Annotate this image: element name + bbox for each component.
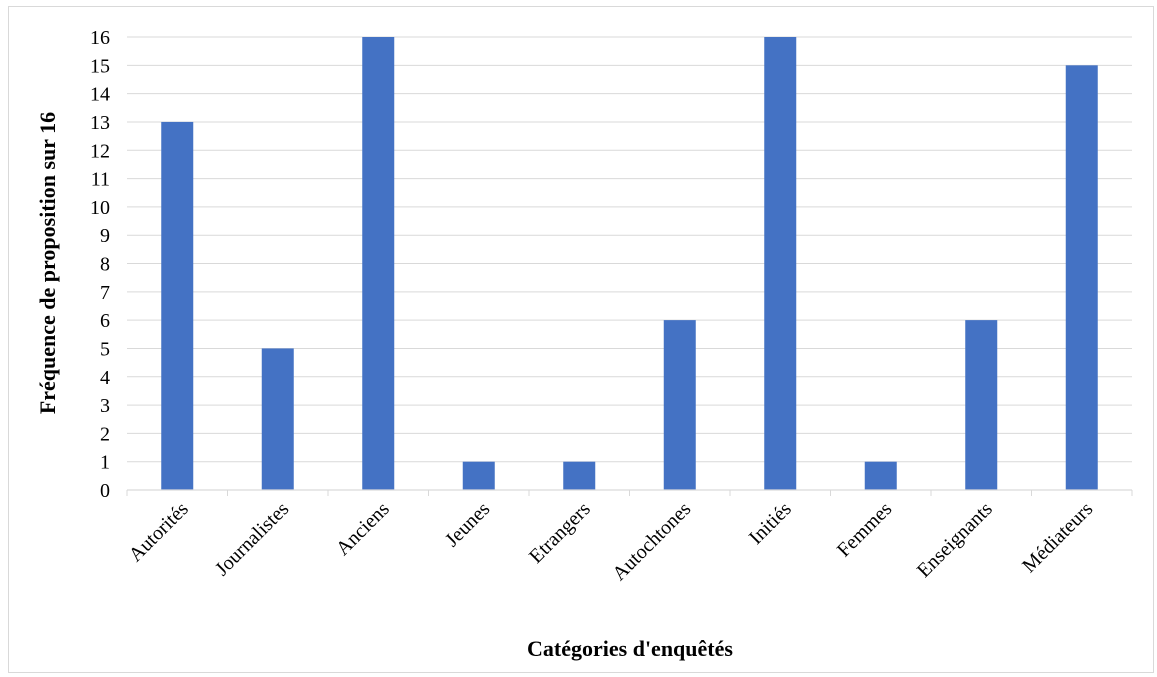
bar bbox=[965, 320, 998, 490]
y-tick-label: 16 bbox=[90, 27, 110, 49]
y-tick-label: 9 bbox=[100, 225, 110, 247]
x-tick-label: Jeunes bbox=[441, 498, 494, 551]
bars bbox=[161, 37, 1098, 490]
chart-frame bbox=[8, 6, 1154, 673]
x-tick-label: Journalistes bbox=[211, 498, 293, 580]
x-tick-label: Médiateurs bbox=[1018, 498, 1097, 577]
x-tick-label: Autorités bbox=[125, 498, 193, 566]
x-tick-label: Anciens bbox=[332, 498, 394, 560]
x-tick-label: Femmes bbox=[833, 498, 897, 562]
y-tick-label: 8 bbox=[100, 254, 110, 276]
bar bbox=[764, 37, 797, 490]
bar bbox=[462, 461, 495, 490]
y-tick-label: 10 bbox=[90, 197, 110, 219]
y-tick-label: 11 bbox=[91, 169, 110, 191]
x-tick-label: Enseignants bbox=[913, 498, 997, 582]
y-axis-title: Fréquence de proposition sur 16 bbox=[35, 112, 60, 414]
y-tick-label: 3 bbox=[100, 395, 110, 417]
bar bbox=[261, 348, 294, 490]
bar bbox=[563, 461, 596, 490]
y-tick-label: 5 bbox=[100, 338, 110, 360]
x-axis bbox=[126, 489, 1133, 496]
x-tick-label: Initiés bbox=[745, 498, 796, 549]
y-tick-label: 13 bbox=[90, 112, 110, 134]
y-tick-label: 15 bbox=[90, 55, 110, 77]
bar bbox=[1065, 65, 1098, 490]
y-tick-label: 14 bbox=[90, 84, 110, 106]
x-axis-title: Catégories d'enquêtés bbox=[527, 636, 733, 661]
x-tick-labels: Autorités Journalistes Anciens Jeunes Etrang… bbox=[125, 498, 1098, 585]
y-tick-label: 1 bbox=[100, 452, 110, 474]
y-tick-label: 7 bbox=[100, 282, 110, 304]
y-tick-label: 6 bbox=[100, 310, 110, 332]
y-tick-label: 0 bbox=[100, 480, 110, 502]
gridlines bbox=[127, 36, 1132, 463]
bar bbox=[663, 320, 696, 490]
y-tick-label: 4 bbox=[100, 367, 110, 389]
bar bbox=[161, 121, 194, 490]
y-tick-label: 12 bbox=[90, 140, 110, 162]
x-tick-label: Autochtones bbox=[608, 498, 695, 585]
x-tick-label: Etrangers bbox=[525, 498, 595, 568]
bar bbox=[362, 37, 395, 490]
y-tick-label: 2 bbox=[100, 423, 110, 445]
bar bbox=[864, 461, 897, 490]
